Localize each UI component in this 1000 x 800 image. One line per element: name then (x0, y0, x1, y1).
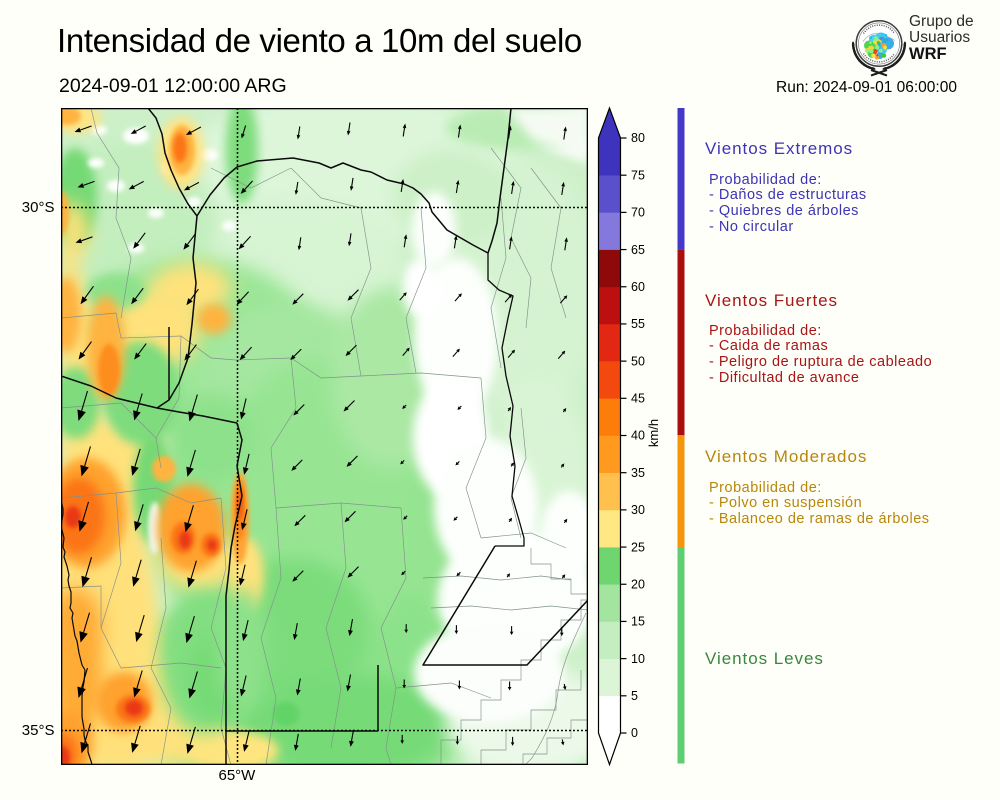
svg-text:10: 10 (631, 652, 645, 666)
svg-text:70: 70 (631, 206, 645, 220)
svg-text:65: 65 (631, 243, 645, 257)
svg-text:60: 60 (631, 280, 645, 294)
svg-text:0: 0 (631, 726, 638, 740)
svg-text:km/h: km/h (646, 419, 661, 447)
svg-text:45: 45 (631, 392, 645, 406)
svg-text:25: 25 (631, 540, 645, 554)
svg-text:50: 50 (631, 354, 645, 368)
svg-text:80: 80 (631, 131, 645, 145)
svg-text:5: 5 (631, 689, 638, 703)
svg-text:15: 15 (631, 615, 645, 629)
svg-text:55: 55 (631, 317, 645, 331)
svg-text:35: 35 (631, 466, 645, 480)
svg-text:30: 30 (631, 503, 645, 517)
svg-text:75: 75 (631, 168, 645, 182)
svg-text:40: 40 (631, 429, 645, 443)
svg-text:20: 20 (631, 577, 645, 591)
